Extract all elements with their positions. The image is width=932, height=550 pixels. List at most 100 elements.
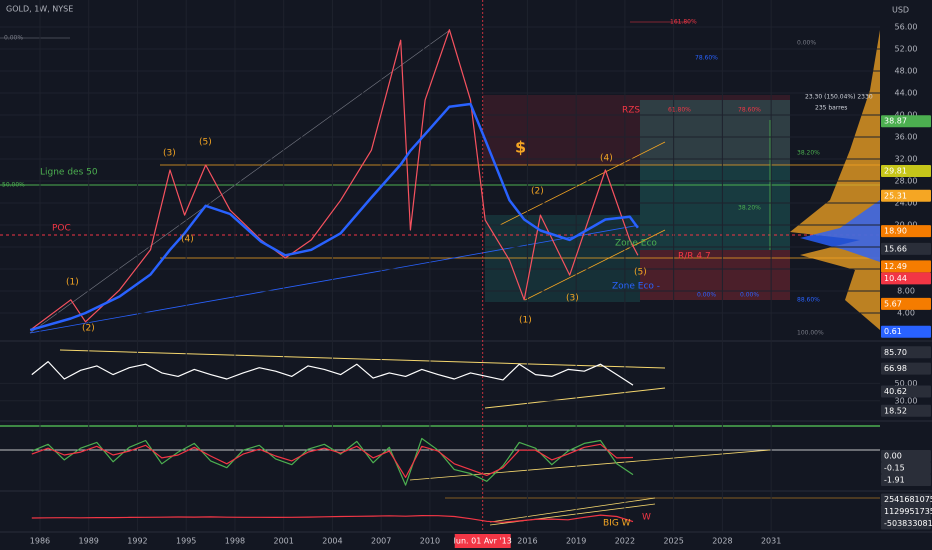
price-badge-label: 25.31 xyxy=(884,191,907,200)
price-badge xyxy=(881,493,931,506)
trend-line xyxy=(29,224,641,334)
price-badge xyxy=(881,346,931,359)
x-tick-label: 2016 xyxy=(517,537,537,546)
price-badge-label: 0.61 xyxy=(884,327,902,336)
annotation: (3) xyxy=(566,294,579,304)
x-tick-label: 2007 xyxy=(371,537,391,546)
date-marker-label: lun. 01 Avr '13 xyxy=(454,537,512,546)
price-badge-label: 0.00 xyxy=(884,452,902,461)
annotation: (1) xyxy=(66,278,79,288)
x-tick-label: 2022 xyxy=(615,537,635,546)
price-badge-label: 40.62 xyxy=(884,387,907,396)
volume-profile xyxy=(800,200,880,262)
trend-line xyxy=(489,497,656,523)
price-badge-label: 18.90 xyxy=(884,227,907,236)
price-badge xyxy=(881,474,931,486)
y-tick-label: 20.00 xyxy=(895,221,918,230)
x-tick-label: 1995 xyxy=(176,537,196,546)
y-tick-label: 30.00 xyxy=(895,396,918,405)
price-badge-label: 2541681075 xyxy=(884,495,932,504)
price-badge xyxy=(881,165,931,178)
annotation: 78.60% xyxy=(738,107,761,114)
volume-profile xyxy=(790,30,880,330)
annotation: (4) xyxy=(181,235,194,245)
x-tick-label: 2025 xyxy=(663,537,683,546)
x-tick-label: 2019 xyxy=(566,537,586,546)
price-badge-label: 1129951735 xyxy=(884,507,932,516)
series-line xyxy=(31,443,634,478)
price-badge xyxy=(881,242,931,255)
series-line xyxy=(29,29,639,331)
y-tick-label: 40.00 xyxy=(895,110,918,119)
y-tick-label: 48.00 xyxy=(895,66,918,75)
price-badge-label: 85.70 xyxy=(884,348,907,357)
annotation: $ xyxy=(515,138,526,157)
annotation: 0.00% xyxy=(4,35,23,42)
annotation: 78.60% xyxy=(695,55,718,62)
date-marker-box xyxy=(454,534,511,548)
annotation: (1) xyxy=(519,316,532,326)
price-badge-label: 12.49 xyxy=(884,262,907,271)
channel-line xyxy=(524,229,666,301)
price-badge xyxy=(881,404,931,417)
y-tick-label: 24.00 xyxy=(895,199,918,208)
annotation: (3) xyxy=(163,149,176,159)
trend-line xyxy=(409,449,771,481)
series-line xyxy=(29,102,639,332)
price-badge xyxy=(881,362,931,375)
price-badge xyxy=(881,385,931,398)
price-badge-label: 10.44 xyxy=(884,274,907,283)
target-zone xyxy=(640,100,790,250)
annotation: R/R 4.7 xyxy=(678,252,711,262)
price-badge-label: 38.87 xyxy=(884,117,907,126)
x-tick-label: 2001 xyxy=(274,537,294,546)
annotation: (4) xyxy=(600,154,613,164)
annotation: BIG W xyxy=(603,519,631,529)
price-badge-label: 29.81 xyxy=(884,167,907,176)
x-tick-label: 1992 xyxy=(127,537,147,546)
annotation: (5) xyxy=(634,268,647,278)
x-tick-label: 2028 xyxy=(712,537,732,546)
annotation: 50.00% xyxy=(2,182,25,189)
annotation: 100.00% xyxy=(797,330,824,337)
annotation: 38.20% xyxy=(738,205,761,212)
y-tick-label: 56.00 xyxy=(895,22,918,31)
y-tick-label: 52.00 xyxy=(895,44,918,53)
annotation: 38.20% xyxy=(797,150,820,157)
price-badge xyxy=(881,517,931,530)
annotation: (2) xyxy=(82,324,95,334)
annotation: (2) xyxy=(531,187,544,197)
x-tick-label: 1989 xyxy=(79,537,99,546)
series-line xyxy=(31,514,634,523)
x-tick-label: 2031 xyxy=(761,537,781,546)
price-badge xyxy=(881,462,931,474)
y-tick-label: 36.00 xyxy=(895,132,918,141)
x-tick-label: 1998 xyxy=(225,537,245,546)
price-badge xyxy=(881,297,931,310)
annotation: 0.00% xyxy=(697,292,716,299)
y-tick-label: 8.00 xyxy=(897,287,915,296)
y-tick-label: 4.00 xyxy=(897,309,915,318)
price-badge-label: -0.15 xyxy=(884,464,905,473)
price-badge xyxy=(881,189,931,202)
price-badge-label: -503833081 xyxy=(884,519,932,528)
series-line xyxy=(31,437,634,486)
annotation: 235 barres xyxy=(815,105,847,112)
annotation: 61.80% xyxy=(668,107,691,114)
price-badge-label: -1.91 xyxy=(884,476,905,485)
price-badge-label: 66.98 xyxy=(884,364,907,373)
annotation: Ligne des 50 xyxy=(40,168,98,178)
series-line xyxy=(31,361,634,386)
trend-line xyxy=(484,387,666,409)
price-badge xyxy=(881,450,931,462)
annotation: 0.00% xyxy=(797,40,816,47)
annotation: Zone Eco xyxy=(615,239,657,249)
y-axis-unit: USD xyxy=(892,6,909,15)
annotation: 88.60% xyxy=(797,297,820,304)
price-badge-label: 18.52 xyxy=(884,406,907,415)
price-badge xyxy=(881,225,931,238)
y-tick-label: 32.00 xyxy=(895,154,918,163)
